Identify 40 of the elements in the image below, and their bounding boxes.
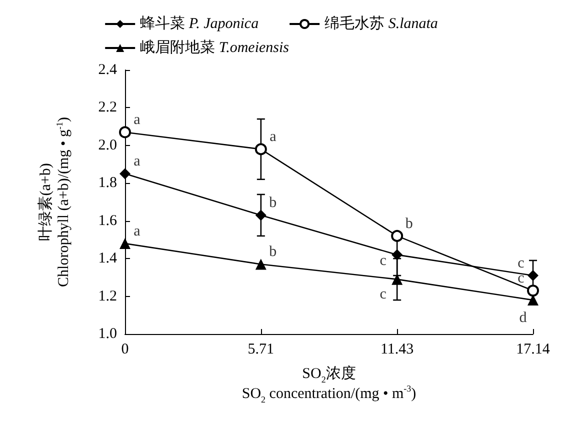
y-tick-label: 1.4 — [98, 250, 118, 267]
point — [120, 168, 130, 180]
y-tick-label: 2.4 — [98, 62, 118, 78]
point — [392, 274, 403, 285]
point — [392, 249, 403, 260]
legend-label: 绵毛水苏 S.lanata — [324, 15, 438, 32]
point — [255, 258, 266, 270]
x-tick-label: 0 — [121, 342, 129, 358]
y-tick-label: 1.0 — [98, 326, 117, 342]
annotation: c — [380, 252, 387, 269]
annotation: a — [134, 154, 141, 170]
annotation: a — [134, 223, 141, 240]
y-axis-title: 叶绿素(a+b) Chlorophyll (a+b)/(mg • g-1) — [37, 117, 72, 287]
y-tick-label: 2.0 — [98, 137, 117, 154]
annotation: b — [269, 195, 277, 212]
point — [255, 210, 266, 221]
annotation: c — [518, 270, 525, 287]
point — [528, 270, 538, 282]
annotation: c — [380, 286, 387, 302]
annotation: c — [518, 256, 525, 272]
annotation: b — [405, 216, 413, 232]
point — [391, 230, 404, 242]
x-tick-label: 11.43 — [380, 342, 414, 358]
point — [528, 294, 538, 306]
y-tick-label: 1.2 — [98, 288, 117, 304]
annotation: b — [269, 244, 277, 260]
annotation: a — [270, 129, 277, 146]
point — [119, 126, 131, 138]
x-tick-label: 17.14 — [516, 342, 550, 358]
annotation: a — [134, 112, 141, 128]
point — [254, 143, 267, 156]
legend-label: 蜂斗菜 P. Japonica — [140, 15, 259, 32]
point — [527, 284, 539, 297]
point — [120, 238, 130, 249]
y-tick-label: 1.8 — [98, 175, 117, 192]
legend-label: 峨眉附地菜 T.omeiensis — [140, 39, 290, 56]
y-tick-label: 1.6 — [98, 212, 118, 229]
x-tick-label: 5.71 — [248, 342, 274, 358]
annotation: d — [519, 310, 528, 326]
y-tick-label: 2.2 — [98, 100, 117, 116]
